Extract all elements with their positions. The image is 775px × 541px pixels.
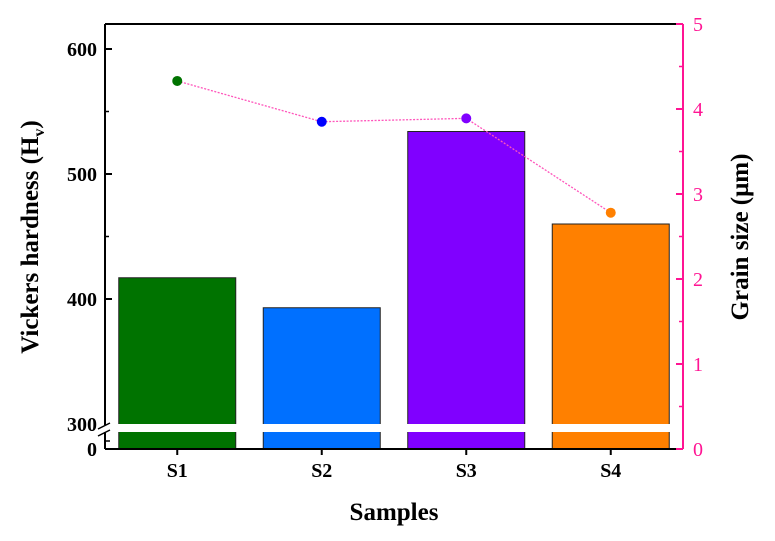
grain-size-point-s2 (316, 116, 327, 127)
x-tick-label-s2: S2 (311, 460, 332, 482)
axis-break-gap-left (99, 425, 111, 432)
y-axis-title-subscript: v (31, 129, 48, 137)
y2-tick-label: 5 (693, 14, 703, 36)
grain-size-point-s3 (461, 113, 472, 124)
y2-axis-title: Grain size (μm) (727, 154, 754, 321)
y2-tick-label: 0 (693, 439, 703, 461)
y2-tick-label: 2 (693, 269, 703, 291)
grain-size-line-layer (172, 75, 616, 218)
y2-tick-label: 3 (693, 184, 703, 206)
y-tick-label: 400 (67, 289, 97, 311)
x-axis-title: Samples (350, 499, 439, 526)
bar-s1 (118, 277, 237, 450)
y-tick-label: 500 (67, 164, 97, 186)
axis-break-gap (106, 424, 682, 432)
x-tick-label-s3: S3 (456, 460, 477, 482)
grain-size-line (177, 80, 612, 214)
y2-tick-label: 1 (693, 354, 703, 376)
x-tick-label-s4: S4 (600, 460, 621, 482)
bars-layer (118, 131, 670, 450)
y-tick-label: 0 (87, 439, 97, 461)
y-tick-label: 300 (67, 414, 97, 436)
x-tick-label-s1: S1 (167, 460, 188, 482)
y-tick-label: 600 (67, 39, 97, 61)
axis-break-mark (97, 422, 111, 430)
y2-tick-label: 4 (693, 99, 703, 121)
axes-layer: 0 300 400 500 600 0 1 2 3 4 5 S1 S2 S3 S4 (67, 14, 703, 482)
y-axis-title: Vickers hardness (Hv) (17, 120, 48, 353)
bar-s4 (551, 223, 670, 450)
grain-size-point-s1 (172, 75, 183, 86)
axis-break-mark (97, 429, 111, 437)
bar-s3 (407, 131, 526, 450)
grain-size-point-s4 (605, 207, 616, 218)
y-axis-title-main: Vickers hardness (H (17, 136, 44, 354)
y-axis-title-end: ) (17, 120, 44, 128)
